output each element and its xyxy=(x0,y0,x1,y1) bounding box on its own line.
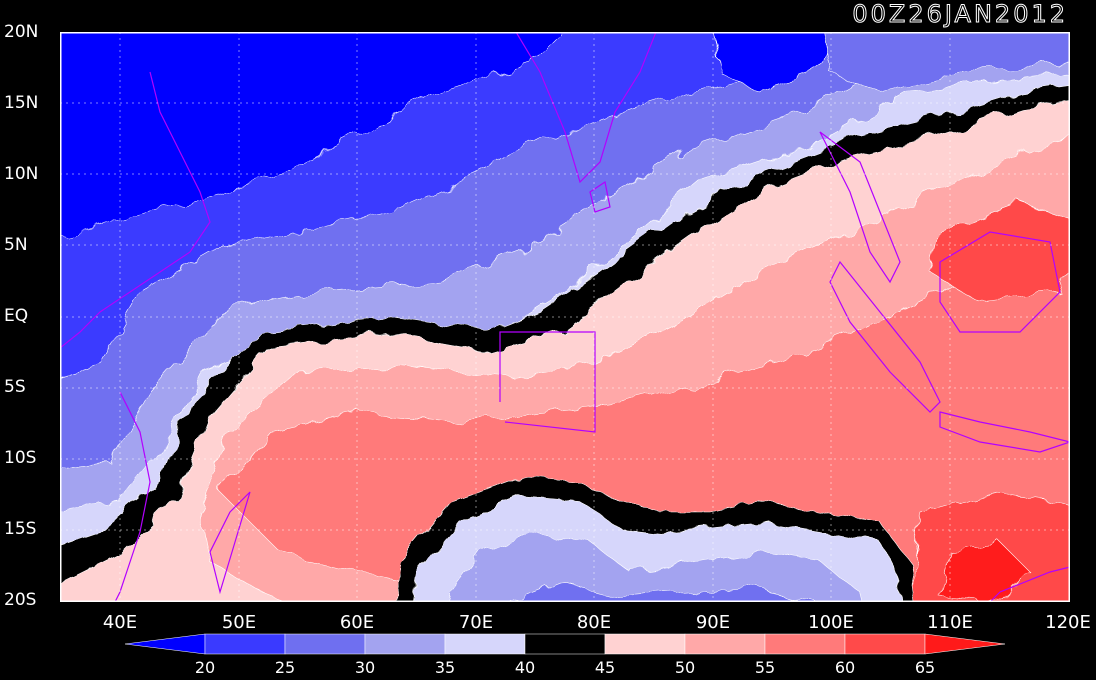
colorbar-segment xyxy=(524,633,606,655)
colorbar-arrow-right xyxy=(924,633,1006,655)
colorbar-segment xyxy=(764,633,846,655)
colorbar-segment xyxy=(204,633,286,655)
coast-australia xyxy=(989,566,1070,602)
map-frame xyxy=(60,32,1070,602)
coast-africa xyxy=(60,71,211,349)
colorbar-segment xyxy=(364,633,446,655)
field-30-ne xyxy=(823,32,1070,93)
lon-label-40e: 40E xyxy=(102,612,138,633)
lon-label-50e: 50E xyxy=(221,612,257,633)
colorbar-tick-label: 60 xyxy=(834,658,856,677)
lon-label-110e: 110E xyxy=(927,612,973,633)
field-20-b xyxy=(713,32,834,93)
lon-label-60e: 60E xyxy=(339,612,375,633)
contour-map xyxy=(60,32,1070,602)
colorbar-tick-label: 65 xyxy=(914,658,936,677)
colorbar-tick-label: 50 xyxy=(674,658,696,677)
field-30-south xyxy=(509,581,821,602)
colorbar-segment xyxy=(444,633,526,655)
colorbar-segment xyxy=(284,633,366,655)
field-70 xyxy=(939,541,1031,602)
coast-madagascar xyxy=(209,491,251,595)
colorbar-tick-label: 25 xyxy=(274,658,296,677)
colorbar-arrow-left xyxy=(124,633,206,655)
lon-label-90e: 90E xyxy=(695,612,731,633)
colorbar-tick-label: 20 xyxy=(194,658,216,677)
lat-label-15s: 15S xyxy=(4,519,37,539)
lat-label-20s: 20S xyxy=(4,590,37,610)
coast-africa-south xyxy=(114,391,151,602)
colorbar-segment xyxy=(604,633,686,655)
lon-label-70e: 70E xyxy=(458,612,494,633)
colorbar-tick-label: 55 xyxy=(754,658,776,677)
lat-label-15n: 15N xyxy=(4,93,39,113)
lat-label-20n: 20N xyxy=(4,22,39,42)
lon-label-100e: 100E xyxy=(808,612,854,633)
coast-malaysia xyxy=(819,131,901,284)
colorbar-segment xyxy=(844,633,926,655)
coast-sumatra xyxy=(829,260,941,413)
colorbar-tick-label: 35 xyxy=(434,658,456,677)
field-20 xyxy=(60,32,561,238)
colorbar-tick-label: 30 xyxy=(354,658,376,677)
timestamp: 00Z26JAN2012 xyxy=(852,0,1068,29)
coast-sri-lanka xyxy=(589,181,611,213)
lon-label-80e: 80E xyxy=(576,612,612,633)
lat-label-10n: 10N xyxy=(4,164,39,184)
field-35-south xyxy=(447,531,863,602)
colorbar xyxy=(124,633,1006,655)
chagos-box xyxy=(499,331,596,433)
coast-borneo xyxy=(939,231,1061,333)
coast-java xyxy=(939,411,1070,453)
colorbar-segment xyxy=(684,633,766,655)
lon-label-120e: 120E xyxy=(1045,612,1091,633)
colorbar-tick-label: 45 xyxy=(594,658,616,677)
lat-label-10s: 10S xyxy=(4,448,37,468)
lat-label-eq: EQ xyxy=(4,306,29,326)
coast-india xyxy=(515,32,657,184)
lat-label-5n: 5N xyxy=(4,235,28,255)
lat-label-5s: 5S xyxy=(4,377,26,397)
colorbar-tick-label: 40 xyxy=(514,658,536,677)
